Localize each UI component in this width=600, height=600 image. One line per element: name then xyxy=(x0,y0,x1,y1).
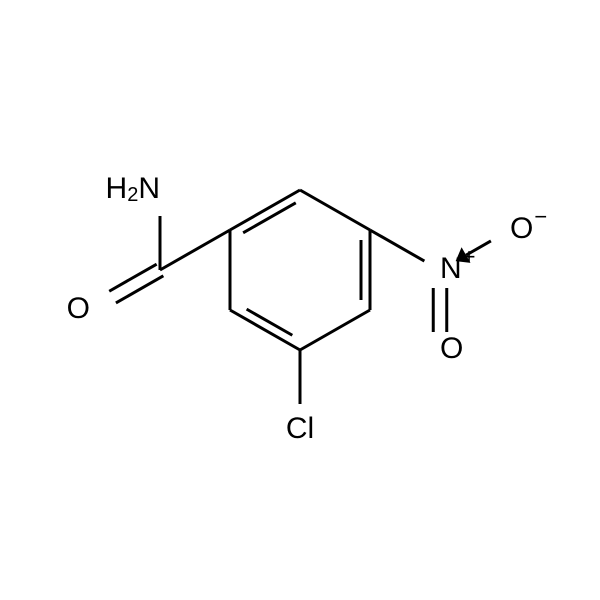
chemical-structure: H2N O Cl N+ O− O xyxy=(0,0,600,600)
o1-label: O xyxy=(67,292,90,325)
o2-label: O− xyxy=(510,204,547,245)
n1-label: H2N xyxy=(106,172,160,206)
n2-label: N+ xyxy=(440,244,476,285)
cl-label: Cl xyxy=(286,412,314,445)
o3-label: O xyxy=(440,332,463,365)
